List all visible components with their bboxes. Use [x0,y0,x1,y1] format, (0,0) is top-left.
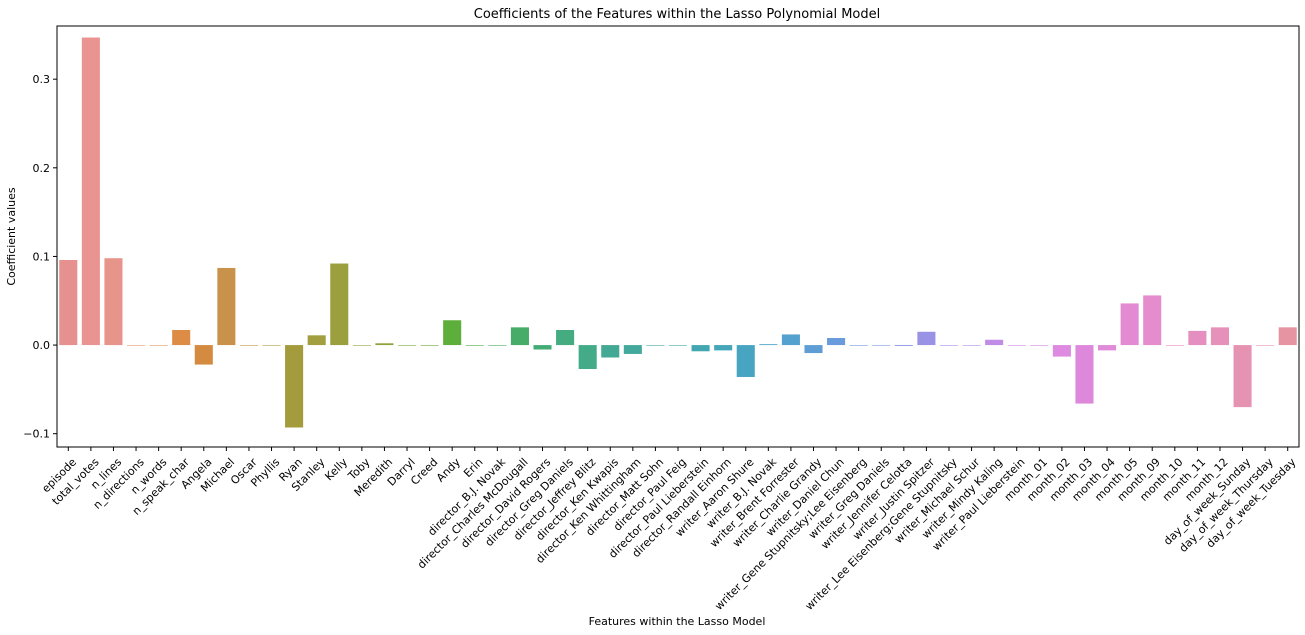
bar-23 [578,345,597,370]
bar-44 [1052,345,1071,357]
bar-50 [1188,330,1207,346]
bar-15 [397,345,417,346]
bar-52 [1233,345,1252,408]
bar-20 [510,327,529,346]
y-tick-label-3: 0.2 [33,162,51,175]
bar-33 [804,345,823,354]
bar-38 [917,331,936,346]
bar-34 [827,337,846,346]
bar-31 [759,344,778,346]
chart-title: Coefficients of the Features within the … [474,7,880,22]
bar-37 [894,345,913,346]
bar-22 [556,330,575,346]
bar-46 [1098,345,1117,351]
bar-13 [352,345,371,346]
bar-36 [872,345,891,346]
bar-47 [1120,303,1139,346]
bar-45 [1075,345,1094,404]
bar-14 [375,343,394,346]
bar-30 [736,345,755,377]
y-tick-label-2: 0.1 [33,250,51,263]
bar-7 [217,267,236,346]
bar-42 [1007,345,1026,346]
bar-16 [420,345,439,346]
bar-4 [149,345,168,346]
bar-40 [962,345,981,346]
bar-18 [465,345,484,346]
plot-frame [56,25,1300,448]
bar-49 [1165,345,1184,346]
bar-29 [714,345,733,351]
bar-8 [239,345,258,346]
bar-26 [646,345,665,346]
bar-6 [194,345,213,365]
bar-9 [262,345,281,346]
x-tick-label-12: Kelly [322,455,350,483]
y-tick-label-4: 0.3 [33,73,51,86]
bar-10 [285,345,304,428]
bar-25 [623,345,642,354]
bar-1 [81,37,100,346]
bar-17 [443,320,462,346]
x-axis-title: Features within the Lasso Model [589,615,766,628]
bar-54 [1278,327,1297,346]
bar-24 [601,345,620,358]
bar-51 [1210,327,1229,346]
bar-11 [307,335,326,346]
bar-28 [691,345,710,352]
bars-group [59,37,1297,428]
bar-2 [104,258,123,346]
bar-3 [127,345,146,346]
bar-5 [172,330,191,346]
bar-12 [330,263,349,346]
x-axis: episodetotal_votesn_linesn_directionsn_w… [39,447,1299,613]
bar-53 [1256,345,1275,346]
x-tick-label-17: Andy [434,455,463,484]
bar-0 [59,259,78,346]
y-axis-title: Coefficient values [5,187,18,286]
bar-35 [849,345,868,346]
y-tick-label-1: 0.0 [33,339,51,352]
y-tick-label-0: −0.1 [23,428,50,441]
bar-21 [533,345,552,350]
bar-43 [1030,345,1049,346]
y-axis: −0.1 0.0 0.1 0.2 0.3 [23,73,57,441]
bar-19 [488,345,507,346]
bar-27 [668,345,688,346]
bar-32 [781,334,800,346]
bar-39 [939,345,959,346]
bar-41 [985,339,1004,346]
bar-48 [1143,295,1162,346]
